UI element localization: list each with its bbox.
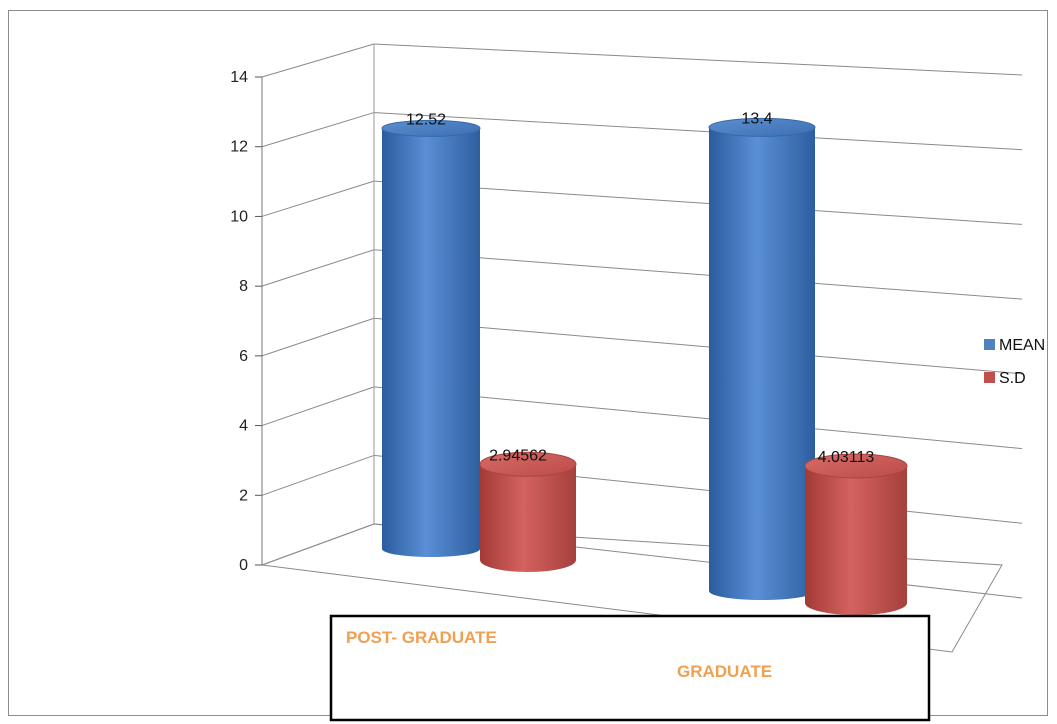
y-tick-label: 4 <box>239 418 248 435</box>
bar-mean-post-graduate <box>381 119 481 557</box>
data-label: 13.4 <box>741 110 772 127</box>
gridline-back <box>373 317 1023 375</box>
bar-body <box>480 464 576 572</box>
bar-body <box>805 465 907 615</box>
y-tick-label: 8 <box>239 278 248 295</box>
bar-top <box>479 451 577 477</box>
y-tick-label: 2 <box>239 487 248 504</box>
bars <box>381 117 908 615</box>
legend-label: MEAN <box>999 337 1045 354</box>
gridline-back <box>373 43 1023 76</box>
y-tick-label: 0 <box>239 557 248 574</box>
y-tick-label: 12 <box>230 139 248 156</box>
gridline-side <box>261 454 375 496</box>
gridline-back <box>373 249 1023 300</box>
data-labels: 12.52 2.94562 13.4 4.03113 <box>406 110 874 466</box>
gridline-side <box>261 43 375 78</box>
y-tick-label: 14 <box>230 69 248 86</box>
gridline-side <box>261 249 375 287</box>
data-label: 12.52 <box>406 111 446 128</box>
data-label: 2.94562 <box>489 447 547 464</box>
bar-sd-graduate <box>804 453 908 615</box>
gridline-back <box>373 112 1023 151</box>
gridline-side <box>261 386 375 427</box>
legend: MEAN S.D <box>984 337 1045 387</box>
gridline-side <box>261 180 375 217</box>
gridline-back <box>373 386 1023 450</box>
y-tick-label: 6 <box>239 348 248 365</box>
bar-top <box>381 119 481 137</box>
gridline-back <box>373 180 1023 225</box>
gridline-side <box>261 317 375 357</box>
bar-top <box>708 117 816 137</box>
bar-body <box>709 127 815 601</box>
bar-sd-post-graduate <box>479 451 577 572</box>
bar-mean-graduate <box>708 117 816 601</box>
y-tick-label: 10 <box>230 208 248 225</box>
bar-top <box>804 453 908 479</box>
legend-label: S.D <box>999 370 1026 387</box>
data-label: 4.03113 <box>818 449 875 466</box>
legend-swatch-sd <box>984 372 995 383</box>
bar-body <box>382 128 480 557</box>
gridline-side <box>261 112 375 148</box>
legend-swatch-mean <box>984 339 995 350</box>
y-axis-ticks: 0 2 4 6 8 10 12 14 <box>230 69 248 574</box>
